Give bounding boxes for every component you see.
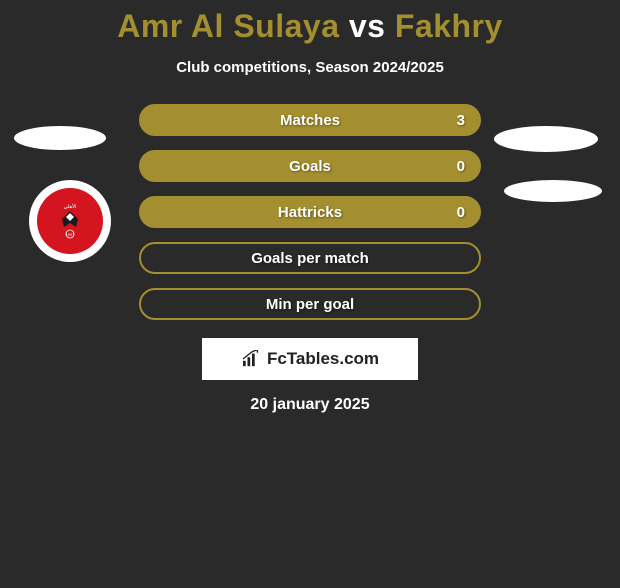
club-badge: الأهلي 1907: [37, 188, 103, 254]
stat-rows: Matches 3 Goals 0 Hattricks 0 Goals per match M…: [139, 104, 481, 320]
brand-chart-icon: [241, 350, 263, 368]
stat-row: Goals per match: [139, 242, 481, 274]
stat-label: Hattricks: [278, 204, 342, 221]
stat-row: Hattricks 0: [139, 196, 481, 228]
stat-row: Min per goal: [139, 288, 481, 320]
brand-text: FcTables.com: [267, 349, 379, 369]
player2-name: Fakhry: [395, 8, 503, 44]
svg-text:الأهلي: الأهلي: [64, 202, 77, 210]
eagle-icon: الأهلي 1907: [48, 199, 92, 243]
stat-value: 0: [457, 204, 465, 221]
stat-label: Matches: [280, 112, 340, 129]
subtitle: Club competitions, Season 2024/2025: [0, 59, 620, 76]
player-placeholder-ellipse: [494, 126, 598, 152]
stat-label: Goals: [289, 158, 331, 175]
vs-text: vs: [339, 8, 394, 44]
brand-box[interactable]: FcTables.com: [202, 338, 418, 380]
stat-row: Matches 3: [139, 104, 481, 136]
svg-text:1907: 1907: [66, 232, 76, 237]
player1-name: Amr Al Sulaya: [117, 8, 339, 44]
stat-label: Goals per match: [251, 250, 369, 267]
stat-value: 0: [457, 158, 465, 175]
stat-label: Min per goal: [266, 296, 354, 313]
comparison-card: Amr Al Sulaya vs Fakhry Club competition…: [0, 8, 620, 414]
player-placeholder-ellipse: [504, 180, 602, 202]
stat-row: Goals 0: [139, 150, 481, 182]
stat-value: 3: [457, 112, 465, 129]
player-placeholder-ellipse: [14, 126, 106, 150]
club-logo: الأهلي 1907: [29, 180, 111, 262]
page-title: Amr Al Sulaya vs Fakhry: [0, 8, 620, 45]
date-text: 20 january 2025: [0, 396, 620, 414]
